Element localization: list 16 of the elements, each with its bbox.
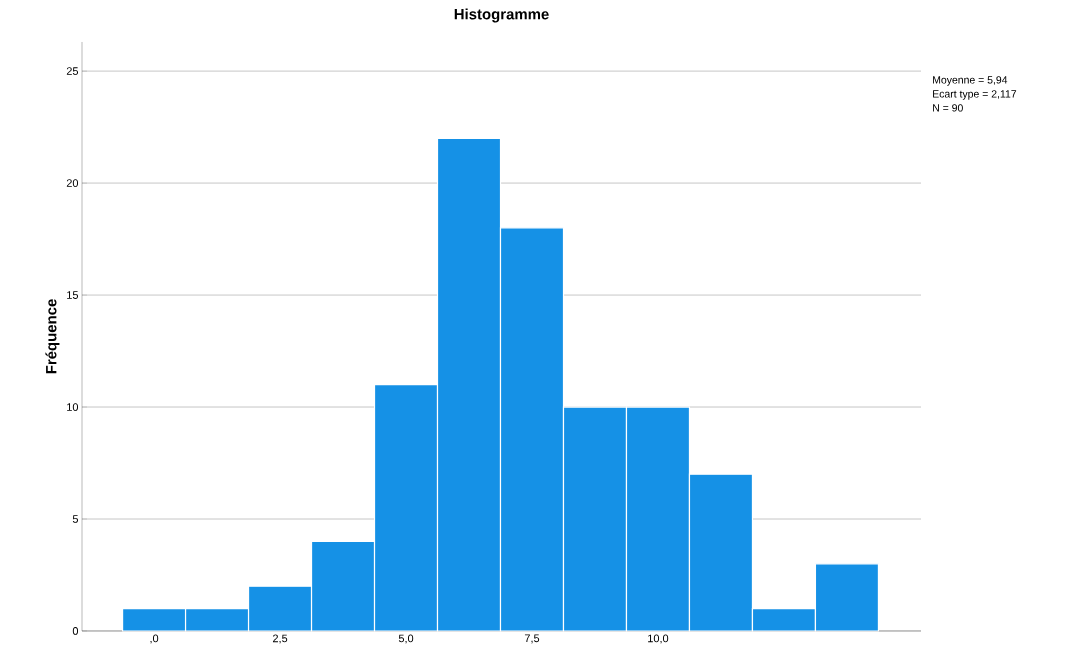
- y-axis-title: Fréquence: [45, 299, 60, 374]
- y-tick-label: 25: [66, 67, 79, 75]
- text: Ecart type = 2,117: [933, 90, 1017, 100]
- y-tick-label: 15: [67, 291, 79, 299]
- x-tick-label: ,0: [150, 634, 159, 644]
- y-tick-label: 5: [72, 515, 79, 523]
- text: Moyenne = 5,94: [933, 76, 1008, 86]
- y-tick-label: 20: [66, 179, 79, 187]
- y-tick-label: 0: [72, 627, 79, 635]
- x-tick-label: 2,5: [272, 634, 288, 644]
- chart-title: Histogramme: [454, 8, 549, 23]
- y-tick-label: 10: [67, 403, 79, 411]
- x-tick-label: 10,0: [648, 634, 669, 644]
- x-tick-label: 5,0: [398, 634, 414, 644]
- text: N = 90: [933, 104, 963, 112]
- x-tick-label: 7,5: [524, 634, 540, 644]
